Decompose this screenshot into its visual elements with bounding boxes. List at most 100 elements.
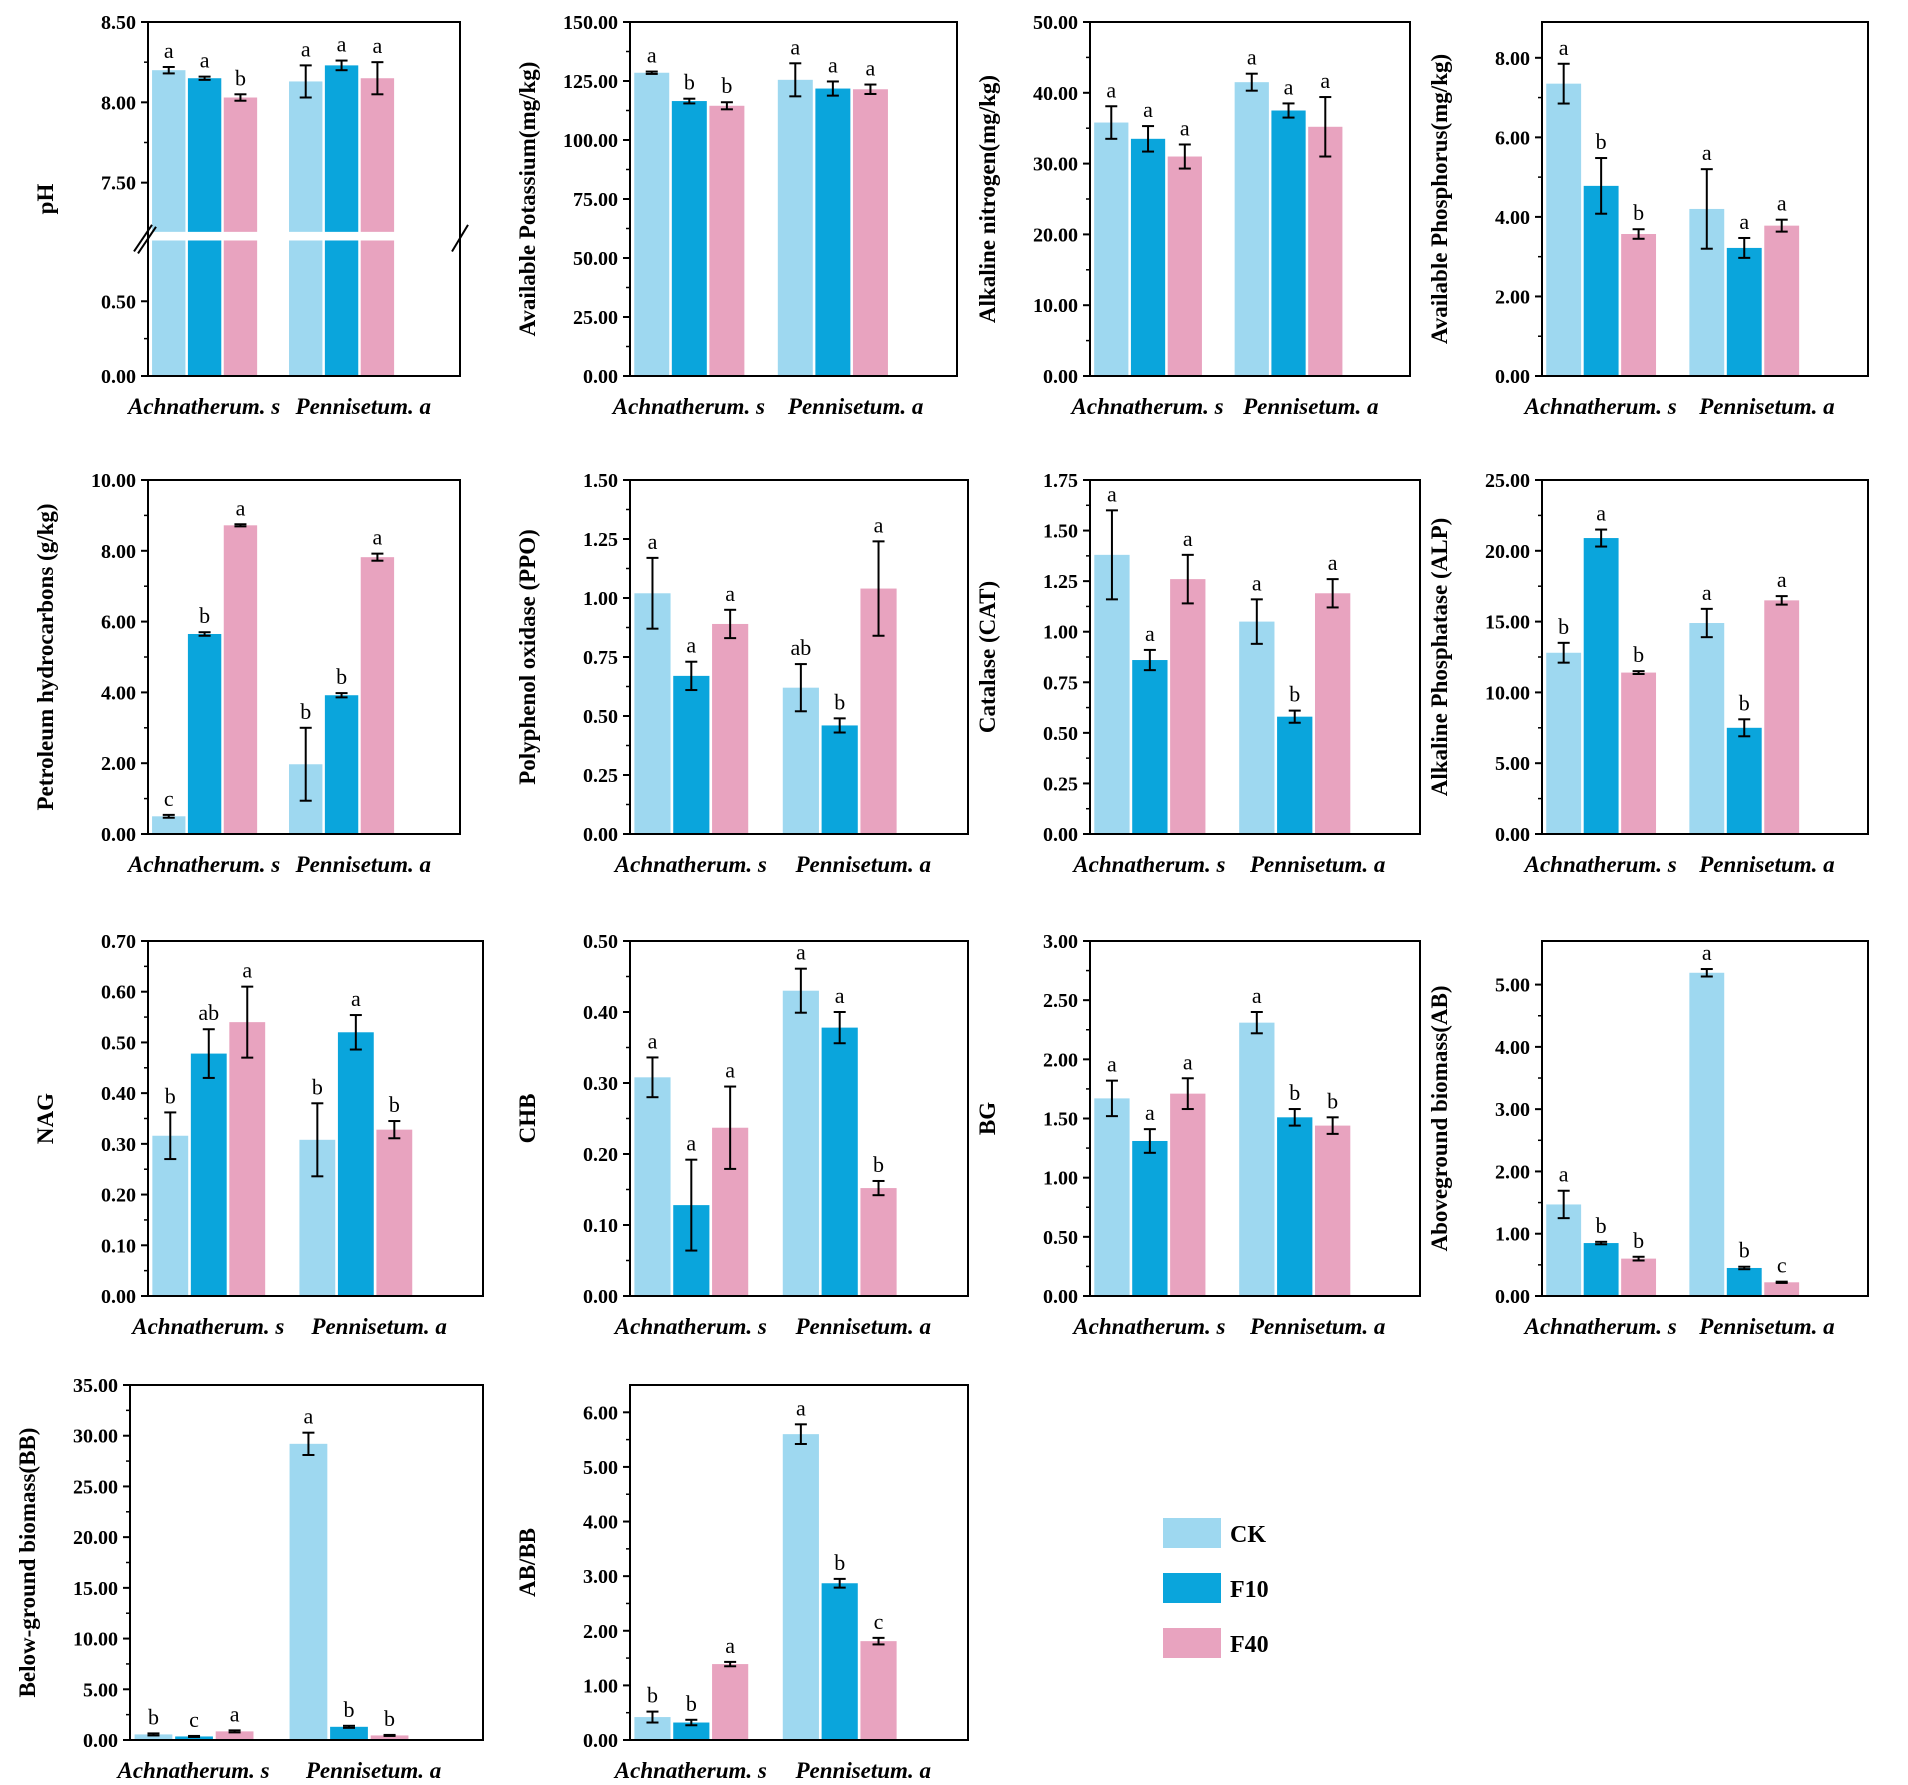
y-axis-label: Aboveground biomass(AB) bbox=[1427, 985, 1452, 1251]
y-tick-label: 0.25 bbox=[1043, 773, 1078, 795]
y-tick-label: 0.50 bbox=[583, 706, 618, 728]
y-tick-label: 0.75 bbox=[583, 647, 618, 669]
panel-6: aababaa0.000.250.500.751.001.251.50Polyp… bbox=[515, 470, 969, 877]
bar bbox=[712, 623, 749, 834]
bar bbox=[634, 1717, 671, 1740]
y-tick-label: 0.00 bbox=[101, 366, 136, 388]
x-category-label: Achnatherum. s bbox=[1071, 1314, 1225, 1339]
significance-letter: a bbox=[1702, 580, 1712, 605]
y-axis-label: AB/BB bbox=[515, 1528, 540, 1597]
axis-break-gap bbox=[149, 231, 459, 241]
x-category-label: Pennisetum. a bbox=[295, 852, 431, 877]
legend-swatch bbox=[1163, 1628, 1221, 1658]
y-axis-label: pH bbox=[33, 184, 58, 215]
significance-letter: b bbox=[686, 1691, 697, 1716]
bar bbox=[1583, 185, 1619, 376]
significance-letter: b bbox=[384, 1706, 395, 1731]
significance-letter: b bbox=[199, 603, 210, 628]
y-tick-label: 25.00 bbox=[73, 1476, 118, 1498]
bar bbox=[360, 78, 395, 376]
bar bbox=[1546, 83, 1582, 377]
plot-frame bbox=[147, 21, 461, 377]
x-category-label: Pennisetum. a bbox=[305, 1758, 441, 1783]
y-tick-label: 1.50 bbox=[1043, 1109, 1078, 1131]
significance-letter: b bbox=[1739, 690, 1750, 715]
x-category-label: Achnatherum. s bbox=[611, 394, 765, 419]
significance-letter: b bbox=[300, 699, 311, 724]
significance-letter: b bbox=[235, 65, 246, 90]
y-tick-label: 2.00 bbox=[583, 1621, 618, 1643]
bar bbox=[1621, 234, 1657, 376]
bar bbox=[634, 1077, 671, 1296]
significance-letter: a bbox=[1702, 940, 1712, 965]
legend: CK F10 F40 bbox=[1163, 1518, 1269, 1658]
y-tick-label: 0.10 bbox=[583, 1215, 618, 1237]
y-tick-label: 150.00 bbox=[563, 12, 618, 34]
significance-letter: a bbox=[648, 1028, 658, 1053]
bar bbox=[1546, 1204, 1582, 1296]
y-tick-label: 1.00 bbox=[583, 1675, 618, 1697]
y-tick-label: 30.00 bbox=[1033, 154, 1078, 176]
bar bbox=[330, 1726, 368, 1740]
significance-letter: a bbox=[1328, 550, 1338, 575]
significance-letter: a bbox=[1183, 1049, 1193, 1074]
significance-letter: a bbox=[725, 1633, 735, 1658]
y-tick-label: 75.00 bbox=[573, 189, 618, 211]
significance-letter: a bbox=[1596, 501, 1606, 526]
significance-letter: b bbox=[389, 1092, 400, 1117]
significance-letter: b bbox=[1633, 200, 1644, 225]
significance-letter: b bbox=[1558, 614, 1569, 639]
significance-letter: b bbox=[684, 70, 695, 95]
y-tick-label: 30.00 bbox=[73, 1426, 118, 1448]
significance-letter: b bbox=[834, 689, 845, 714]
significance-letter: a bbox=[1559, 35, 1569, 60]
bar bbox=[712, 1664, 749, 1740]
bar bbox=[1094, 122, 1129, 376]
bar bbox=[187, 78, 222, 376]
y-tick-label: 0.40 bbox=[583, 1002, 618, 1024]
y-tick-label: 1.25 bbox=[583, 529, 618, 551]
bar bbox=[709, 105, 745, 376]
bar bbox=[860, 1188, 897, 1296]
bar bbox=[175, 1736, 213, 1740]
panel-7: a a a b a a 0.00 0.25 0.50 0.75 1.00 1.25 1.50 1.75 Ca… bbox=[975, 470, 1421, 877]
x-category-label: Achnatherum. s bbox=[1523, 394, 1677, 419]
y-tick-label: 0.00 bbox=[1495, 824, 1530, 846]
bar bbox=[852, 89, 888, 376]
y-axis-label: Alkaline nitrogen(mg/kg) bbox=[975, 75, 1000, 323]
y-tick-label: 2.00 bbox=[1495, 286, 1530, 308]
bar bbox=[1621, 672, 1657, 834]
y-tick-label: 0.00 bbox=[83, 1730, 118, 1752]
y-tick-label: 2.50 bbox=[1043, 990, 1078, 1012]
x-category-label: Pennisetum. a bbox=[1249, 1314, 1385, 1339]
bar bbox=[152, 816, 186, 834]
significance-letter: a bbox=[647, 43, 657, 68]
y-tick-label: 1.50 bbox=[1043, 521, 1078, 543]
y-axis-label: Available Phosphorus(mg/kg) bbox=[1427, 54, 1452, 344]
bar bbox=[673, 675, 710, 834]
significance-letter: a bbox=[828, 52, 838, 77]
significance-letter: b bbox=[344, 1697, 355, 1722]
significance-letter: c bbox=[164, 786, 174, 811]
bar bbox=[1239, 621, 1275, 834]
significance-letter: a bbox=[1739, 209, 1749, 234]
bar bbox=[1726, 1267, 1762, 1296]
significance-letter: b bbox=[1739, 1238, 1750, 1263]
bar bbox=[1764, 225, 1800, 376]
bar bbox=[815, 88, 851, 376]
significance-letter: a bbox=[686, 1131, 696, 1156]
y-tick-label: 25.00 bbox=[573, 307, 618, 329]
y-tick-label: 2.00 bbox=[101, 753, 136, 775]
y-tick-label: 10.00 bbox=[1485, 682, 1530, 704]
significance-letter: a bbox=[304, 1404, 314, 1429]
significance-letter: a bbox=[1145, 1100, 1155, 1125]
significance-letter: b bbox=[721, 73, 732, 98]
y-tick-label: 0.00 bbox=[1495, 366, 1530, 388]
significance-letter: b bbox=[1596, 1213, 1607, 1238]
significance-letter: ab bbox=[198, 1000, 219, 1025]
y-tick-label: 7.50 bbox=[101, 173, 136, 195]
bar bbox=[1271, 110, 1306, 376]
y-axis-label: NAG bbox=[33, 1093, 58, 1144]
y-tick-label: 0.75 bbox=[1043, 672, 1078, 694]
bar bbox=[152, 1135, 189, 1296]
